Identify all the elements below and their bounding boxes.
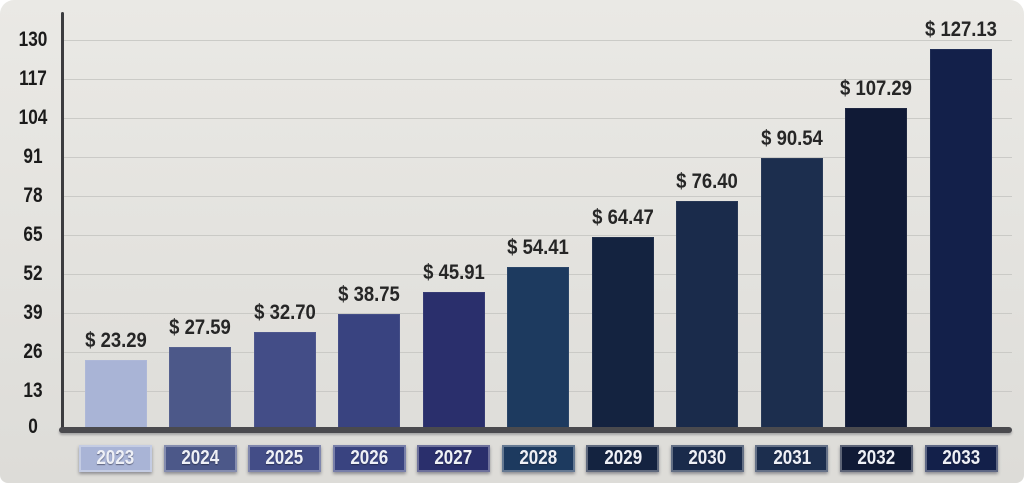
category-label-text: 2025 (265, 447, 304, 469)
category-label-text: 2030 (688, 447, 727, 469)
y-tick-label-130: 130 (18, 28, 48, 51)
bar-value-label-2024: $ 27.59 (169, 316, 231, 340)
y-tick-label-39: 39 (23, 301, 43, 324)
y-tick-label-13: 13 (23, 379, 43, 402)
bar-2025 (253, 331, 316, 430)
y-tick-label-78: 78 (23, 184, 43, 207)
bar-value-label-2027: $ 45.91 (422, 261, 485, 285)
bar-2023 (84, 360, 147, 430)
grid-line-130 (63, 40, 1012, 41)
bar-2026 (338, 313, 401, 430)
bar-2033 (930, 48, 992, 430)
category-label-text: 2033 (942, 447, 980, 469)
bar-value-label-2030: $ 76.40 (676, 169, 739, 193)
category-label-text: 2023 (96, 447, 135, 469)
category-label-2029: 2029 (586, 445, 660, 472)
bar-value-label-2032: $ 107.29 (840, 77, 913, 101)
category-label-text: 2026 (350, 447, 389, 469)
grid-line-117 (63, 79, 1012, 80)
bar-value-label-2033: $ 127.13 (925, 17, 997, 41)
bar-2030 (676, 200, 739, 430)
bar-2024 (169, 347, 232, 430)
bar-2028 (507, 266, 570, 430)
y-tick-label-65: 65 (23, 223, 43, 246)
category-label-2030: 2030 (670, 445, 744, 472)
category-label-2026: 2026 (332, 445, 406, 472)
x-axis-line (59, 427, 1012, 433)
y-tick-label-26: 26 (23, 340, 43, 363)
bar-2031 (760, 158, 823, 430)
category-label-2023: 2023 (79, 445, 152, 472)
bar-value-label-2028: $ 54.41 (507, 235, 570, 259)
bar-2029 (591, 236, 654, 430)
category-label-2027: 2027 (417, 445, 491, 472)
category-label-2025: 2025 (248, 445, 322, 472)
y-tick-label-0: 0 (28, 415, 38, 438)
category-label-text: 2028 (519, 447, 558, 469)
bar-value-label-2025: $ 32.70 (253, 300, 316, 324)
grid-line-104 (63, 118, 1012, 119)
grid-line-65 (63, 235, 1012, 236)
y-tick-label-91: 91 (23, 145, 43, 168)
bar-value-label-2026: $ 38.75 (338, 282, 400, 306)
y-axis-line (61, 12, 64, 433)
y-tick-label-52: 52 (23, 262, 43, 285)
category-label-text: 2032 (857, 447, 896, 469)
category-label-text: 2024 (181, 447, 219, 469)
y-tick-label-117: 117 (19, 67, 47, 90)
category-label-2024: 2024 (163, 445, 237, 472)
bar-value-label-2029: $ 64.47 (591, 205, 654, 229)
category-label-2033: 2033 (924, 445, 998, 472)
bar-2027 (422, 292, 485, 430)
y-tick-label-104: 104 (18, 106, 48, 129)
category-label-text: 2029 (603, 447, 642, 469)
bar-value-label-2023: $ 23.29 (84, 329, 147, 353)
grid-line-78 (63, 196, 1012, 197)
grid-line-91 (63, 157, 1012, 158)
category-label-2032: 2032 (839, 445, 913, 472)
category-label-text: 2027 (434, 447, 473, 469)
category-label-2028: 2028 (501, 445, 575, 472)
category-label-text: 2031 (772, 447, 811, 469)
category-label-2031: 2031 (755, 445, 829, 472)
bar-2032 (845, 108, 908, 430)
bar-value-label-2031: $ 90.54 (761, 127, 823, 151)
